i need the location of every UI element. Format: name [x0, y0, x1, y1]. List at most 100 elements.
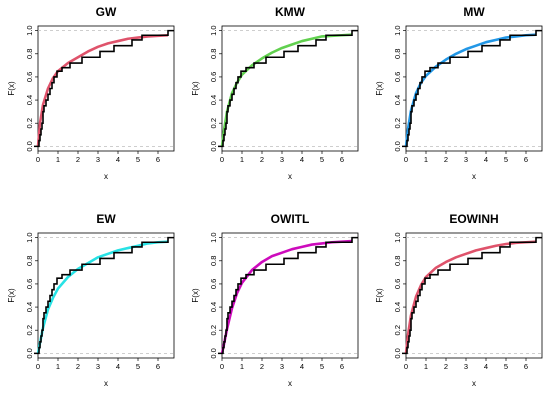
y-tick-label: 0.8 [209, 49, 218, 59]
x-tick-label: 6 [340, 155, 344, 164]
y-tick-label: 1.0 [25, 232, 34, 242]
x-tick-label: 4 [116, 155, 120, 164]
y-tick-label: 0.2 [393, 325, 402, 335]
y-tick-label: 0.4 [209, 95, 218, 105]
x-tick-label: 5 [504, 362, 508, 371]
x-tick-label: 3 [464, 155, 468, 164]
x-tick-label: 3 [96, 155, 100, 164]
y-tick-label: 0.6 [209, 72, 218, 82]
empirical-cdf-step [34, 236, 174, 355]
panel-kmw: KMW 0 1 2 3 4 5 6 0.0 0.2 0.4 0.6 0.8 1.0 x F(x) [191, 5, 359, 181]
x-axis-label: x [104, 379, 108, 388]
x-tick-label: 4 [300, 362, 304, 371]
y-tick-label: 0.4 [393, 95, 402, 105]
x-tick-label: 2 [260, 362, 264, 371]
x-tick-label: 6 [524, 362, 528, 371]
y-tick-label: 0.2 [25, 118, 34, 128]
x-tick-label: 6 [156, 362, 160, 371]
y-tick-label: 0.8 [209, 256, 218, 266]
y-axis-label: F(x) [7, 81, 16, 96]
panel-eowinh: EOWINH 0 1 2 3 4 5 6 0.0 0.2 0.4 0.6 0.8 1.0 x F(x) [375, 212, 543, 388]
y-tick-label: 0.8 [25, 49, 34, 59]
plot-frame [405, 232, 543, 359]
y-tick-label: 0.4 [25, 302, 34, 312]
x-tick-label: 2 [444, 155, 448, 164]
x-tick-label: 4 [484, 155, 488, 164]
x-tick-label: 2 [76, 362, 80, 371]
x-tick-label: 1 [424, 362, 428, 371]
x-tick-label: 3 [464, 362, 468, 371]
x-tick-label: 5 [136, 362, 140, 371]
x-tick-label: 6 [524, 155, 528, 164]
y-tick-label: 0.6 [25, 279, 34, 289]
y-tick-label: 0.0 [25, 348, 34, 358]
y-tick-label: 0.6 [25, 72, 34, 82]
x-tick-label: 0 [36, 155, 40, 164]
y-tick-label: 0.0 [393, 141, 402, 151]
panel-title: MW [463, 5, 485, 19]
y-tick-label: 1.0 [25, 25, 34, 35]
y-tick-label: 0.2 [209, 325, 218, 335]
x-tick-label: 2 [444, 362, 448, 371]
x-tick-label: 3 [96, 362, 100, 371]
x-tick-label: 6 [156, 155, 160, 164]
y-tick-label: 0.2 [393, 118, 402, 128]
x-tick-label: 1 [56, 362, 60, 371]
y-tick-label: 0.4 [25, 95, 34, 105]
y-tick-label: 0.6 [393, 279, 402, 289]
x-tick-label: 0 [404, 362, 408, 371]
empirical-cdf-step [402, 236, 542, 355]
x-tick-label: 4 [484, 362, 488, 371]
empirical-cdf-step [218, 29, 358, 148]
x-tick-label: 2 [260, 155, 264, 164]
x-tick-label: 3 [280, 155, 284, 164]
x-tick-label: 5 [320, 362, 324, 371]
x-tick-label: 4 [116, 362, 120, 371]
panel-title: EOWINH [449, 212, 498, 226]
x-tick-label: 0 [36, 362, 40, 371]
empirical-cdf-step [218, 236, 358, 355]
x-tick-label: 2 [76, 155, 80, 164]
y-axis-label: F(x) [375, 288, 384, 303]
x-tick-label: 0 [220, 362, 224, 371]
plot-frame [221, 232, 359, 359]
x-axis-label: x [288, 379, 292, 388]
x-tick-label: 1 [240, 362, 244, 371]
empirical-cdf-step [34, 29, 174, 148]
panel-title: EW [96, 212, 116, 226]
panel-title: GW [96, 5, 117, 19]
x-axis-label: x [472, 379, 476, 388]
empirical-cdf-step [402, 29, 542, 148]
plot-frame [37, 25, 175, 152]
plot-frame [405, 25, 543, 152]
x-tick-label: 5 [320, 155, 324, 164]
panel-mw: MW 0 1 2 3 4 5 6 0.0 0.2 0.4 0.6 0.8 1.0 x F(x) [375, 5, 543, 181]
x-axis-label: x [104, 172, 108, 181]
y-tick-label: 0.6 [393, 72, 402, 82]
y-tick-label: 0.8 [393, 49, 402, 59]
x-tick-label: 5 [136, 155, 140, 164]
x-tick-label: 3 [280, 362, 284, 371]
plot-frame [37, 232, 175, 359]
y-tick-label: 1.0 [209, 232, 218, 242]
y-tick-label: 1.0 [393, 232, 402, 242]
y-tick-label: 0.8 [393, 256, 402, 266]
x-tick-label: 0 [404, 155, 408, 164]
x-tick-label: 4 [300, 155, 304, 164]
x-tick-label: 6 [340, 362, 344, 371]
panel-ew: EW 0 1 2 3 4 5 6 0.0 0.2 0.4 0.6 0.8 1.0 x F(x) [7, 212, 175, 388]
y-axis-label: F(x) [375, 81, 384, 96]
x-axis-label: x [288, 172, 292, 181]
x-axis-label: x [472, 172, 476, 181]
y-tick-label: 0.2 [25, 325, 34, 335]
y-tick-label: 0.0 [209, 348, 218, 358]
y-tick-label: 0.2 [209, 118, 218, 128]
x-tick-label: 1 [424, 155, 428, 164]
panel-gw: GW 0 1 2 3 4 5 6 0.0 0.2 0.4 0.6 0.8 1.0 x F(x) [7, 5, 175, 181]
y-tick-label: 0.0 [393, 348, 402, 358]
y-tick-label: 0.4 [393, 302, 402, 312]
y-tick-label: 0.0 [25, 141, 34, 151]
panel-title: OWITL [271, 212, 310, 226]
y-axis-label: F(x) [7, 288, 16, 303]
